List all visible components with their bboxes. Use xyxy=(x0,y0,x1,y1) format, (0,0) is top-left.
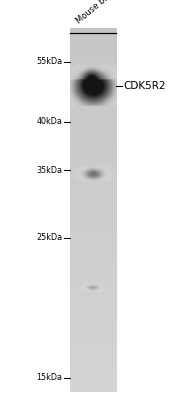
Text: 15kDa: 15kDa xyxy=(36,374,62,382)
Text: 25kDa: 25kDa xyxy=(36,234,62,242)
Text: 40kDa: 40kDa xyxy=(36,118,62,126)
Text: CDK5R2: CDK5R2 xyxy=(123,81,166,91)
Text: 35kDa: 35kDa xyxy=(36,166,62,174)
Text: 55kDa: 55kDa xyxy=(36,58,62,66)
Text: Mouse brain: Mouse brain xyxy=(74,0,120,26)
